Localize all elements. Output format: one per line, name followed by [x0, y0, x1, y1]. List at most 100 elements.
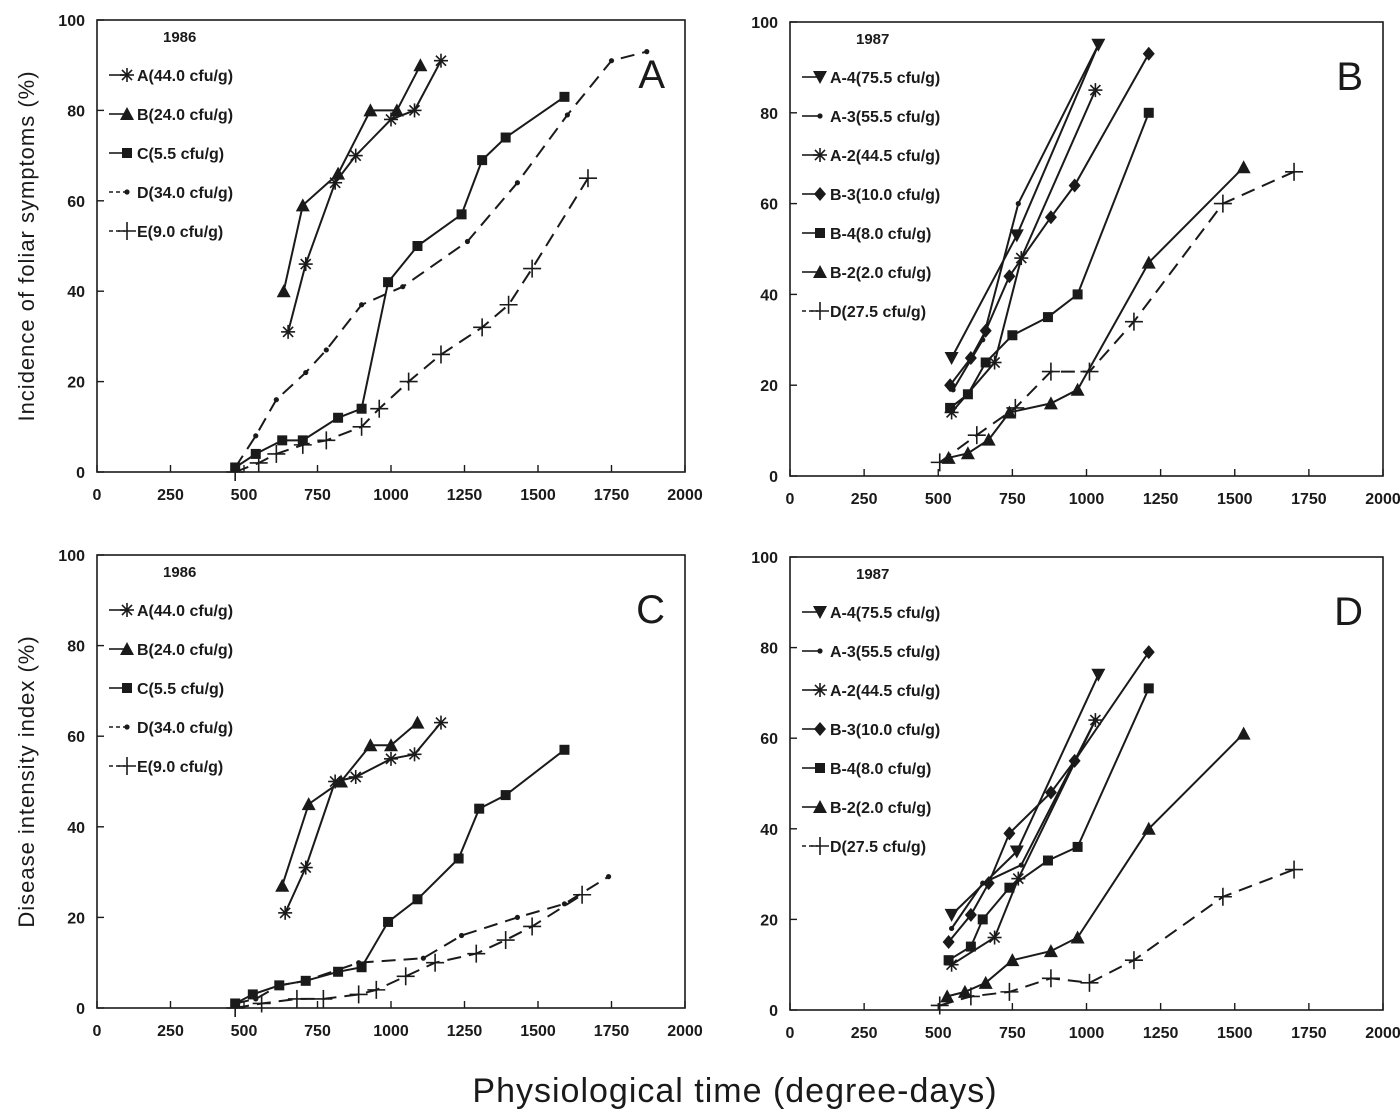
- panel-d-data-point: [978, 975, 993, 989]
- panel-a-data-point: [295, 198, 310, 212]
- panel-d-x-tick-label: 1250: [1143, 1025, 1179, 1042]
- panel-a-legend-marker: [120, 107, 134, 120]
- panel-b-letter: B: [1336, 55, 1363, 99]
- panel-c-y-tick-label: 60: [67, 729, 85, 746]
- panel-d-series-line: [947, 651, 1150, 943]
- panel-a-data-point: [399, 372, 418, 391]
- panel-d-series-line: [939, 868, 1295, 1007]
- panel-a-legend-entry: D(34.0 cfu/g): [109, 185, 233, 202]
- panel-a-y-tick-label: 60: [67, 194, 85, 211]
- panel-d-data-point: [1018, 862, 1024, 868]
- panel-c-data-point: [253, 996, 259, 1002]
- panel-c-data-point: [247, 989, 258, 1000]
- panel-d-series: [940, 726, 1251, 1003]
- panel-d-data-point: [1088, 713, 1103, 728]
- panel-d-y-tick-label: 60: [760, 731, 778, 748]
- panel-d-data-point: [964, 907, 977, 922]
- panel-b-legend-label: A-4(75.5 cfu/g): [830, 70, 940, 87]
- panel-d-data-point: [1003, 826, 1016, 841]
- panel-d-data-point: [1124, 951, 1143, 970]
- panel-a-x-tick-label: 1500: [520, 487, 556, 504]
- panel-b-data-point: [1142, 46, 1155, 61]
- panel-b-data-point: [1213, 194, 1232, 213]
- panel-a-series-line: [234, 50, 648, 469]
- panel-b-data-point: [1007, 330, 1018, 341]
- panel-a-series: [276, 58, 428, 298]
- panel-a-data-point: [464, 238, 471, 245]
- panel-a-letter: A: [638, 53, 665, 97]
- panel-c-x-tick-label: 1250: [447, 1023, 483, 1040]
- panel-c-data-point: [412, 894, 423, 905]
- panel-d-x-tick-label: 500: [925, 1025, 952, 1042]
- panel-d-legend-marker: [813, 683, 827, 697]
- panel-c-legend-entry: D(34.0 cfu/g): [109, 720, 233, 737]
- panel-b-legend-entry: A-2(44.5 cfu/g): [802, 148, 940, 165]
- panel-a-x-tick-label: 250: [157, 487, 184, 504]
- panel-d-data-point: [1005, 953, 1020, 967]
- panel-c-data-point: [467, 944, 486, 963]
- panel-a-series-line: [282, 64, 422, 292]
- panel-d-data-point: [1236, 726, 1251, 740]
- panel-d-series: [948, 717, 1098, 932]
- panel-c-data-point: [356, 960, 362, 966]
- panel-c-legend-marker: [122, 683, 132, 693]
- panel-a-y-tick-label: 20: [67, 375, 85, 392]
- panel-a-data-point: [477, 155, 488, 166]
- panel-c-x-tick-label: 2000: [667, 1023, 703, 1040]
- panel-b-data-point: [981, 432, 996, 446]
- panel-d-x-tick-label: 250: [851, 1025, 878, 1042]
- panel-b-y-tick-label: 80: [760, 106, 778, 123]
- panel-d-x-tick-label: 1500: [1217, 1025, 1253, 1042]
- panel-c-data-point: [276, 982, 282, 988]
- panel-b-data-point: [930, 453, 949, 472]
- panel-a-x-tick-label: 0: [93, 487, 102, 504]
- panel-b-legend-entry: B-2(2.0 cfu/g): [802, 265, 931, 282]
- panel-b-data-point: [980, 357, 991, 368]
- panel-d-data-point: [1072, 841, 1083, 852]
- panel-b-legend-entry: A-4(75.5 cfu/g): [802, 70, 940, 87]
- panel-d-legend-marker: [811, 837, 829, 855]
- panel-c-data-point: [367, 980, 386, 999]
- panel-c-data-point: [348, 769, 363, 784]
- panel-a-legend-entry: C(5.5 cfu/g): [109, 146, 224, 163]
- panel-c-data-point: [396, 967, 415, 986]
- panel-a-legend-label: D(34.0 cfu/g): [137, 185, 233, 202]
- panel-a-data-point: [608, 58, 615, 64]
- panel-d-data-point: [1042, 855, 1053, 866]
- panel-a-legend-entry: B(24.0 cfu/g): [109, 107, 233, 124]
- panel-b-y-tick-label: 0: [769, 469, 778, 486]
- panel-a-data-point: [400, 284, 406, 290]
- panel-c-data-point: [363, 738, 378, 752]
- panel-d-legend-entry: B-3(10.0 cfu/g): [802, 722, 940, 739]
- panel-c-data-point: [407, 747, 422, 762]
- panel-d-x-tick-label: 2000: [1365, 1025, 1400, 1042]
- panel-c-x-tick-label: 1750: [594, 1023, 630, 1040]
- panel-c-legend-label: E(9.0 cfu/g): [137, 759, 223, 776]
- panel-c-data-point: [410, 715, 425, 729]
- panel-d-series: [930, 860, 1304, 1015]
- panel-d-x-tick-label: 750: [999, 1025, 1026, 1042]
- panel-a-y-tick-label: 40: [67, 284, 85, 301]
- panel-c-series-line: [281, 721, 419, 887]
- panel-b-y-tick-label: 20: [760, 378, 778, 395]
- panel-c-y-tick-label: 80: [67, 639, 85, 656]
- panel-b-data-point: [1285, 162, 1304, 181]
- panel-b-data-point: [1095, 42, 1101, 48]
- panel-b-data-point: [979, 323, 992, 338]
- panel-c-legend-label: D(34.0 cfu/g): [137, 720, 233, 737]
- panel-d-data-point: [942, 935, 955, 950]
- panel-d-data-point: [1141, 821, 1156, 835]
- panel-c-x-tick-label: 1500: [520, 1023, 556, 1040]
- panel-c-legend-entry: B(24.0 cfu/g): [109, 642, 233, 659]
- panel-a-series-line: [287, 60, 442, 333]
- panel-a-legend-marker: [118, 222, 136, 240]
- panel-a-year-label: 1986: [163, 29, 196, 46]
- panel-c-frame: [96, 554, 686, 1009]
- panel-d-data-point: [1044, 785, 1057, 800]
- panel-d-y-tick-label: 80: [760, 641, 778, 658]
- panel-d-legend-entry: D(27.5 cfu/g): [802, 837, 926, 856]
- panel-c-series: [230, 744, 570, 1009]
- panel-d-data-point: [1285, 860, 1304, 879]
- panel-d-year-label: 1987: [856, 566, 889, 583]
- panel-d-data-point: [982, 876, 995, 891]
